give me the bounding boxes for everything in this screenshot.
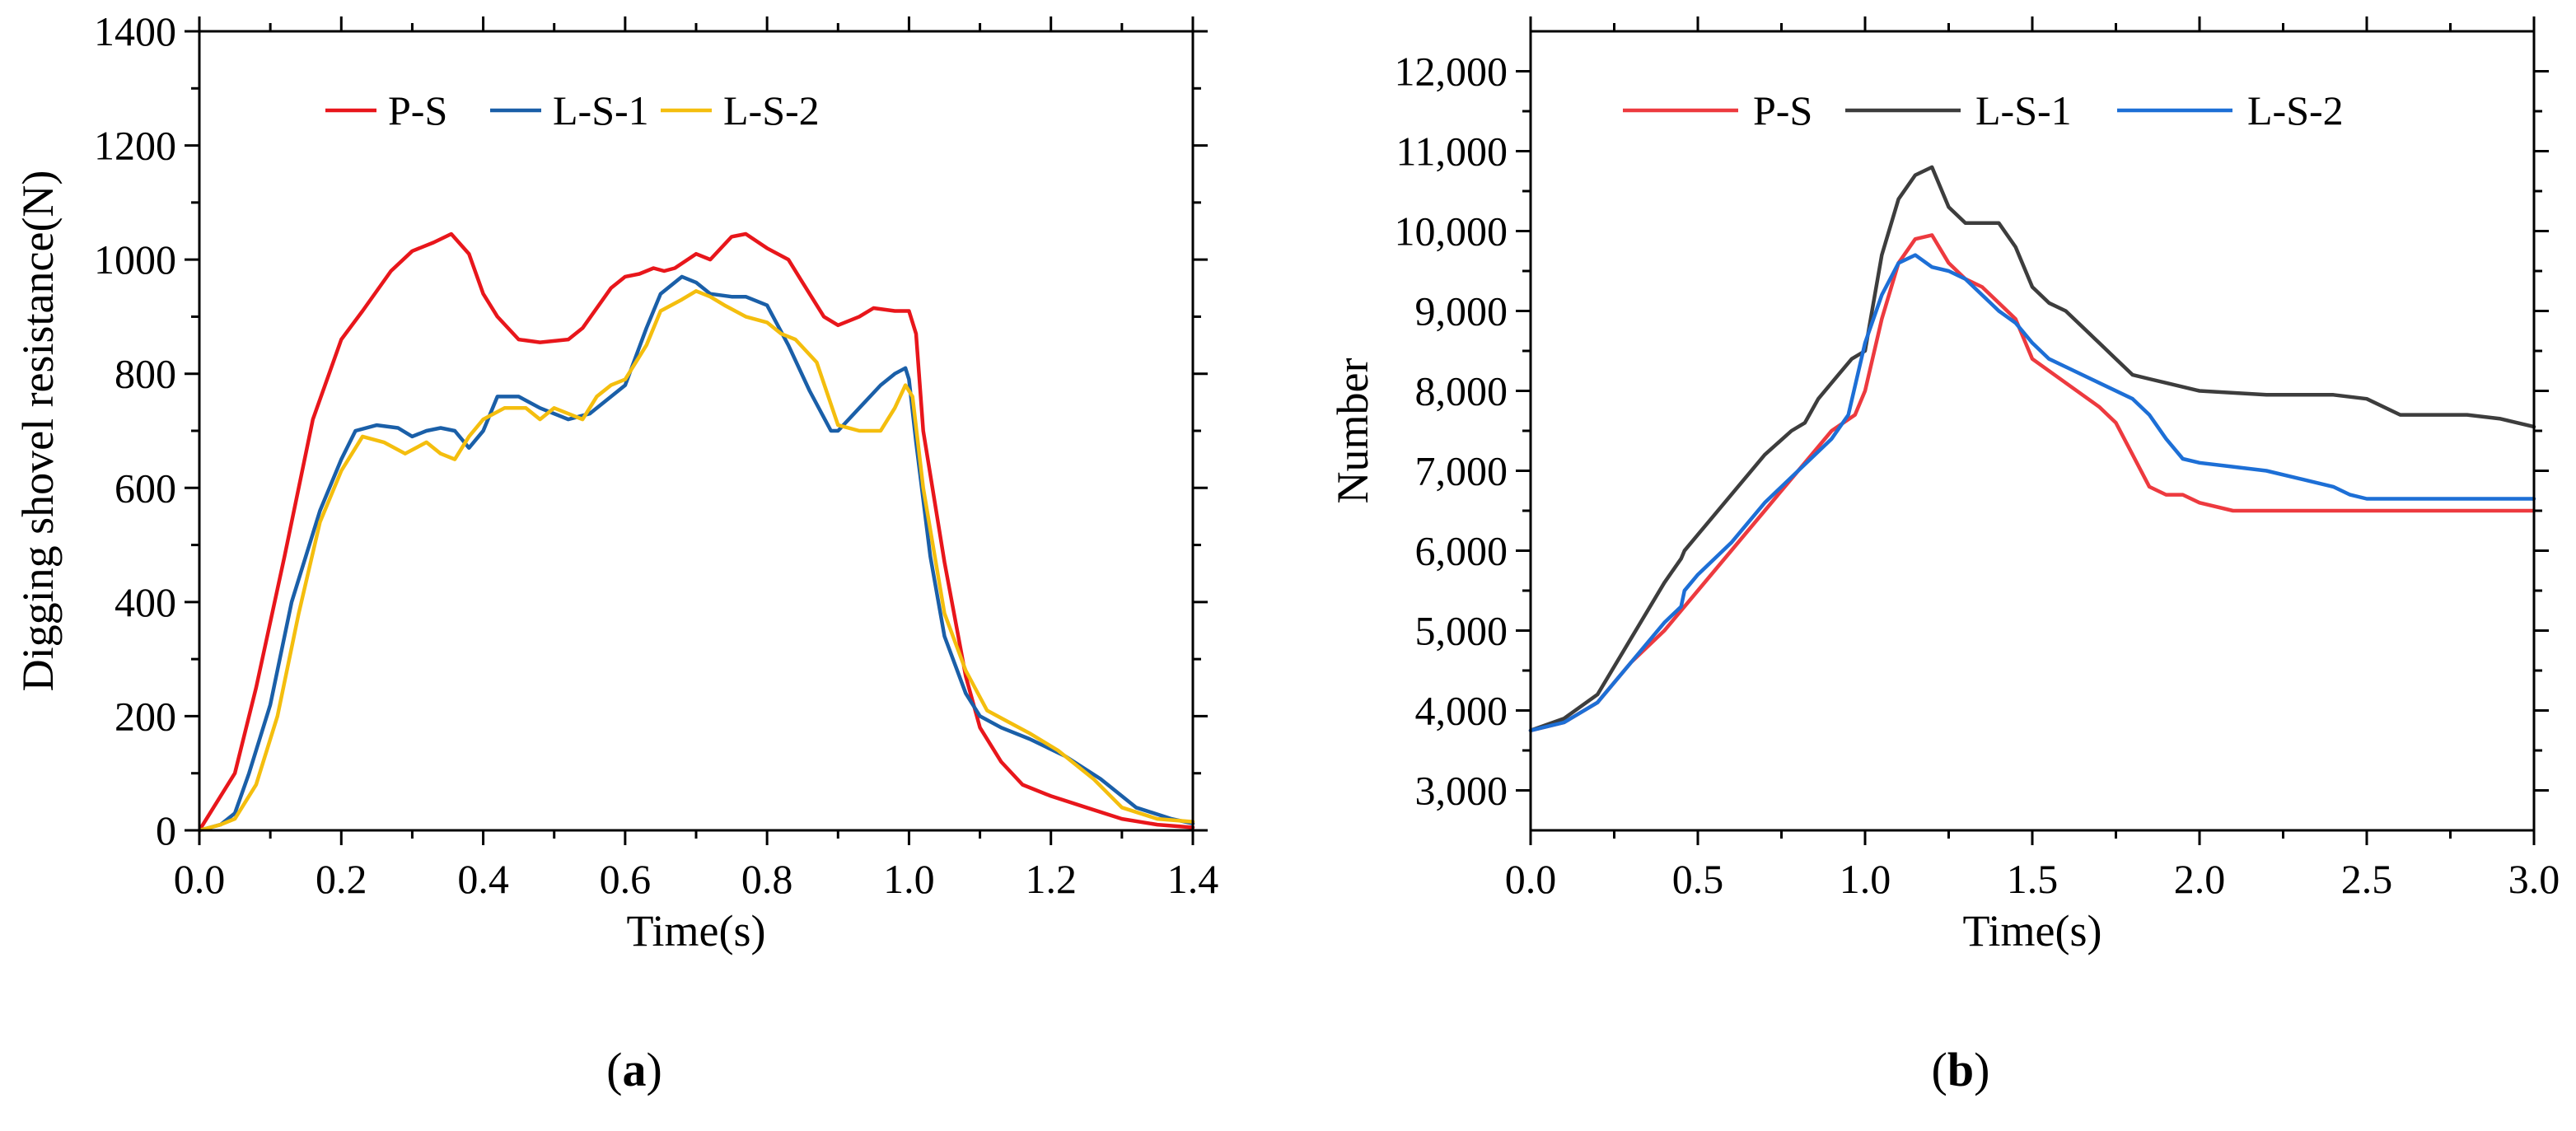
y-tick-label: 12,000: [1395, 49, 1508, 95]
y-tick-label: 6,000: [1415, 528, 1508, 574]
y-tick-label: 600: [115, 465, 176, 511]
y-tick-label: 5,000: [1415, 608, 1508, 654]
legend-label-l-s-1: L-S-1: [1975, 87, 2072, 133]
y-tick-label: 800: [115, 351, 176, 397]
panel-label-open-paren: (: [606, 1043, 622, 1096]
legend-label-l-s-2: L-S-2: [2247, 87, 2344, 133]
x-axis-title: Time(s): [1962, 906, 2101, 956]
x-axis-title: Time(s): [626, 906, 765, 956]
x-tick-label: 1.0: [1840, 856, 1891, 902]
y-tick-label: 10,000: [1395, 208, 1508, 255]
y-axis-title: Digging shovel resistance(N): [13, 171, 63, 692]
x-tick-label: 0.5: [1672, 856, 1724, 902]
panel-label-letter: b: [1947, 1043, 1974, 1096]
chart-panel-a: 0.0 0.2 0.4 0.6 0.8 1.0 1.2 1.4 0 200 400 600 800 100…: [13, 8, 1218, 1096]
plot-frame: [1529, 30, 2536, 832]
panel-label-close-paren: ): [1974, 1043, 1989, 1096]
y-tick-label: 1400: [94, 8, 176, 54]
legend-label-l-s-1: L-S-1: [553, 87, 649, 133]
series-line-l-s-2: [1528, 253, 2536, 733]
legend-label-p-s: P-S: [388, 87, 447, 133]
x-tick-label: 0.0: [174, 856, 226, 902]
panel-label: (a): [606, 1043, 662, 1096]
y-tick-label: 8,000: [1415, 368, 1508, 414]
legend-label-l-s-2: L-S-2: [723, 87, 820, 133]
panel-label-close-paren: ): [647, 1043, 662, 1096]
series-line-l-s-1: [1528, 165, 2536, 733]
y-tick-label: 0: [156, 807, 176, 853]
x-tick-label: 0.0: [1505, 856, 1557, 902]
plot-frame: [198, 30, 1194, 832]
x-tick-label: 1.5: [2007, 856, 2059, 902]
x-tick-label: 1.2: [1025, 856, 1077, 902]
x-tick-label: 0.6: [600, 856, 652, 902]
x-tick-label: 2.5: [2341, 856, 2393, 902]
y-axis-title: Number: [1328, 358, 1377, 504]
series-line-l-s-2: [197, 289, 1195, 833]
x-tick-label: 2.0: [2174, 856, 2226, 902]
y-tick-label: 400: [115, 579, 176, 625]
panel-label-letter: a: [623, 1043, 647, 1096]
x-tick-label: 0.2: [316, 856, 367, 902]
series-line-p-s: [1528, 233, 2536, 733]
panel-label-open-paren: (: [1932, 1043, 1947, 1096]
y-tick-label: 11,000: [1396, 129, 1508, 175]
x-tick-label: 3.0: [2508, 856, 2560, 902]
y-tick-label: 9,000: [1415, 288, 1508, 334]
x-tick-label: 0.4: [457, 856, 509, 902]
y-tick-label: 3,000: [1415, 768, 1508, 814]
y-tick-label: 200: [115, 693, 176, 739]
legend-label-p-s: P-S: [1753, 87, 1812, 133]
x-tick-label: 1.0: [883, 856, 935, 902]
y-tick-label: 1200: [94, 123, 176, 169]
panel-label: (b): [1932, 1043, 1990, 1096]
x-tick-label: 0.8: [741, 856, 793, 902]
chart-panel-b: 0.0 0.5 1.0 1.5 2.0 2.5 3.0 3,000 4,000 5,000 6,00…: [1328, 16, 2560, 1096]
series-line-l-s-1: [197, 274, 1195, 833]
y-tick-label: 4,000: [1415, 688, 1508, 734]
y-tick-label: 7,000: [1415, 448, 1508, 494]
x-tick-label: 1.4: [1167, 856, 1219, 902]
y-tick-label: 1000: [94, 236, 176, 283]
